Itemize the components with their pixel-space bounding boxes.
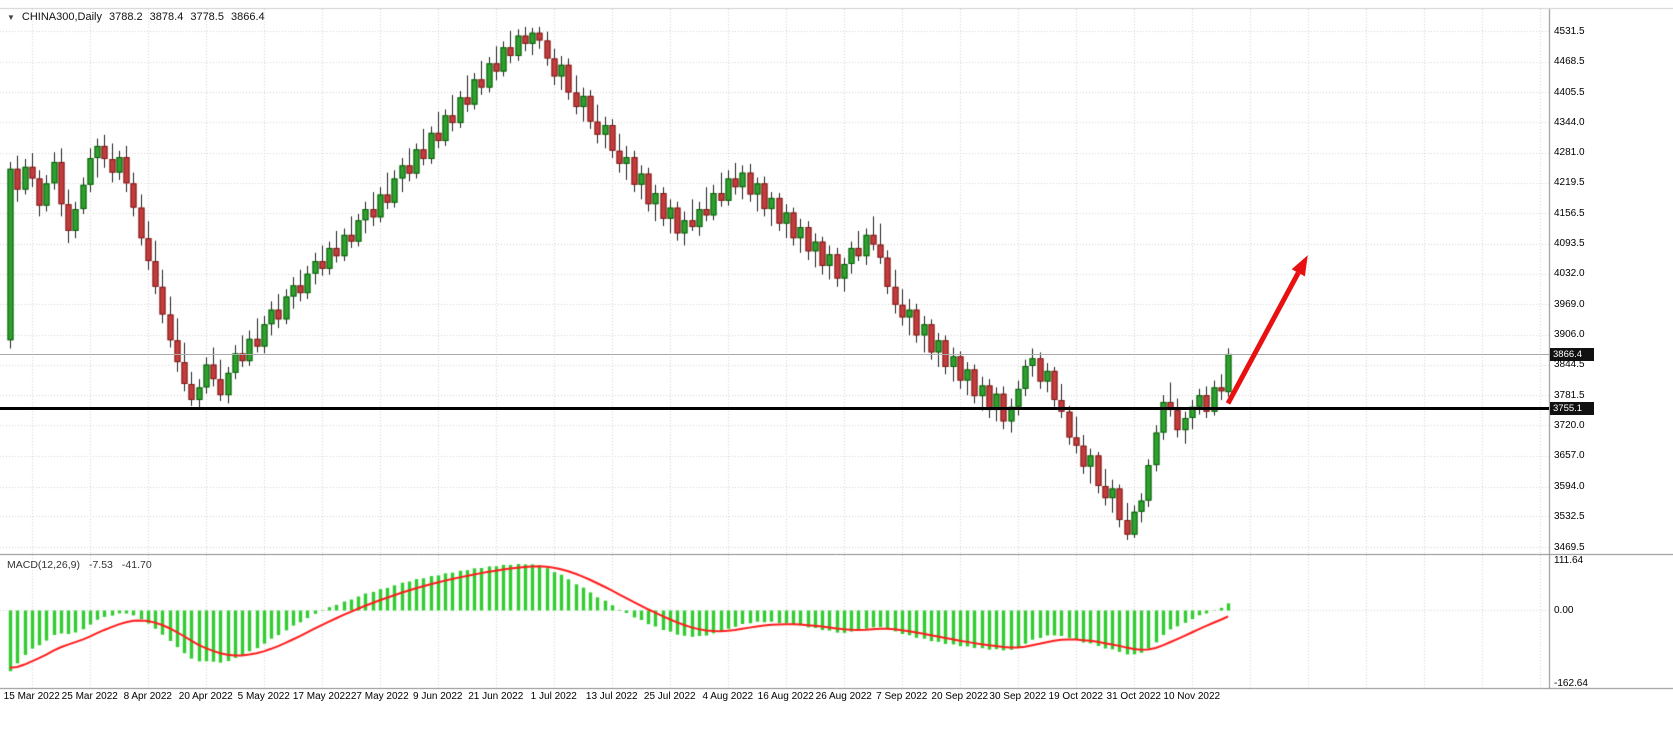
price-tick-label: 3594.0	[1554, 481, 1585, 492]
time-tick-label: 13 Jul 2022	[585, 691, 638, 702]
time-tick-label: 31 Oct 2022	[1106, 691, 1161, 702]
time-tick-label: 25 Mar 2022	[61, 691, 118, 702]
price-tick-label: 4093.5	[1554, 238, 1585, 250]
time-tick-label: 10 Nov 2022	[1163, 691, 1221, 702]
hline-price-badge-text: 3755.1	[1553, 402, 1583, 414]
time-tick-label: 26 Aug 2022	[815, 691, 872, 702]
time-tick-label: 9 Jun 2022	[413, 691, 463, 702]
ohlc-close-value: 3866.4	[230, 11, 265, 23]
price-tick-label: 3969.0	[1554, 298, 1585, 310]
price-tick-label: 4344.0	[1554, 116, 1585, 128]
current-price-line	[0, 353, 1549, 355]
time-tick-label: 16 Aug 2022	[757, 691, 814, 702]
ohlc-low-value: 3778.5	[190, 11, 224, 23]
price-tick-label: 3469.5	[1554, 541, 1585, 553]
price-tick-label: 4281.0	[1554, 147, 1585, 159]
price-tick-label: 3720.0	[1554, 419, 1585, 431]
time-tick-label: 21 Jun 2022	[468, 691, 524, 702]
ohlc-open-value: 3788.2	[109, 11, 143, 23]
current-price-badge-text: 3866.4	[1553, 348, 1583, 360]
price-tick-label: 3781.5	[1554, 389, 1585, 401]
time-tick-label: 20 Apr 2022	[178, 691, 233, 702]
time-tick-label: 25 Jul 2022	[643, 691, 696, 702]
price-tick-label: 3844.5	[1554, 359, 1585, 371]
macd-indicator-label: MACD(12,26,9) -7.53 -41.70	[7, 559, 152, 571]
collapse-triangle-icon[interactable]: ▼	[7, 12, 15, 22]
time-tick-label: 5 May 2022	[237, 691, 290, 702]
price-tick-label: 4219.5	[1554, 177, 1585, 189]
trend-arrow-shaft[interactable]	[1225, 271, 1301, 405]
macd-name-label: MACD(12,26,9)	[7, 559, 80, 571]
price-tick-label: 3532.5	[1554, 510, 1585, 522]
time-tick-label: 27 May 2022	[350, 691, 409, 702]
trend-arrow-head[interactable]	[1291, 255, 1308, 277]
time-tick-label: 8 Apr 2022	[123, 691, 172, 702]
ohlc-high-value: 3878.4	[149, 11, 184, 23]
time-tick-label: 1 Jul 2022	[530, 691, 577, 702]
price-tick-label: 4531.5	[1554, 25, 1585, 37]
macd-tick-label: 0.00	[1554, 604, 1574, 616]
current-price-badge: 3866.4	[1550, 347, 1594, 361]
time-tick-label: 15 Mar 2022	[3, 691, 60, 702]
price-tick-label: 4468.5	[1554, 56, 1585, 68]
price-tick-label: 4156.5	[1554, 207, 1585, 219]
time-tick-label: 7 Sep 2022	[876, 691, 928, 702]
horizontal-support-line[interactable]	[0, 406, 1549, 410]
macd-tick-label: 111.64	[1554, 554, 1584, 566]
macd-main-value: -7.53	[88, 559, 113, 571]
macd-signal-value: -41.70	[121, 559, 152, 571]
hline-price-badge: 3755.1	[1550, 401, 1594, 415]
time-tick-label: 20 Sep 2022	[931, 691, 989, 702]
time-tick-label: 19 Oct 2022	[1048, 691, 1103, 702]
symbol-info-overlay: ▼ CHINA300,Daily 3788.2 3878.4 3778.5 38…	[7, 11, 265, 23]
price-tick-label: 3906.0	[1554, 329, 1585, 341]
price-tick-label: 4405.5	[1554, 86, 1585, 98]
symbol-timeframe-label: CHINA300,Daily	[21, 11, 103, 23]
time-tick-label: 30 Sep 2022	[989, 691, 1047, 702]
price-tick-label: 3657.0	[1554, 450, 1585, 462]
time-tick-label: 4 Aug 2022	[702, 691, 754, 702]
price-tick-label: 4032.0	[1554, 268, 1585, 280]
time-tick-label: 17 May 2022	[292, 691, 351, 702]
macd-tick-label: -162.64	[1554, 677, 1588, 689]
